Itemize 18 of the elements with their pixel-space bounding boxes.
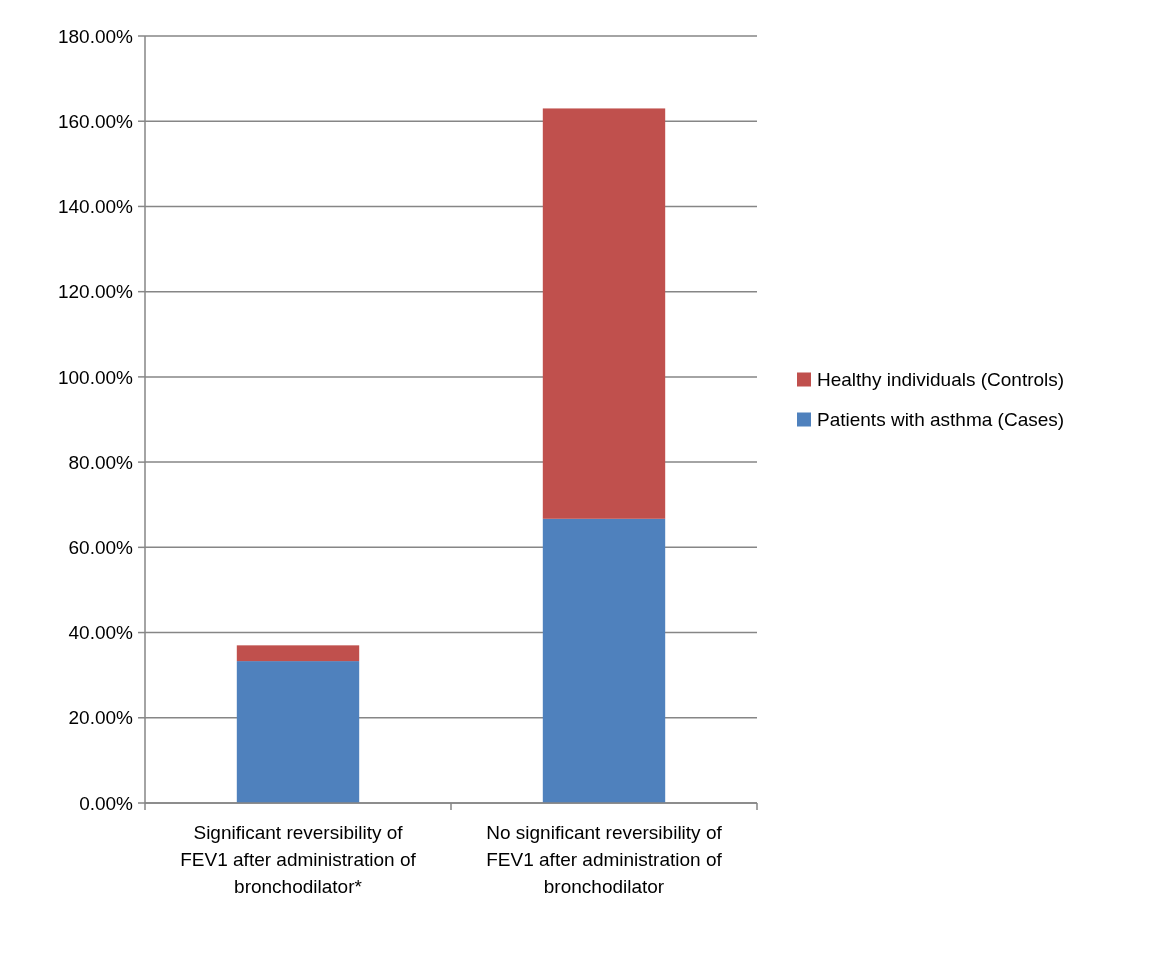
- bar: [542, 108, 666, 519]
- y-tick-label: 60.00%: [68, 536, 134, 558]
- x-tick-label: No significant reversibility of FEV1 after administration of bronchodilator: [486, 822, 723, 897]
- bar: [236, 661, 360, 803]
- y-tick-label: 80.00%: [68, 451, 134, 473]
- bar: [236, 645, 360, 662]
- y-tick-label: 20.00%: [68, 707, 134, 729]
- x-tick-label: Significant reversibility of FEV1 after administration of bronchodilator*: [180, 822, 417, 897]
- y-tick-label: 180.00%: [57, 25, 134, 47]
- y-tick-label: 40.00%: [68, 622, 134, 644]
- bar: [542, 518, 666, 803]
- legend-label: Patients with asthma (Cases): [817, 409, 1065, 431]
- y-tick-label: 160.00%: [57, 110, 134, 132]
- legend-label: Healthy individuals (Controls): [817, 369, 1065, 391]
- y-tick-label: 140.00%: [57, 196, 134, 218]
- y-tick-label: 120.00%: [57, 281, 134, 303]
- y-tick-label: 0.00%: [79, 792, 134, 814]
- y-tick-label: 100.00%: [57, 366, 134, 388]
